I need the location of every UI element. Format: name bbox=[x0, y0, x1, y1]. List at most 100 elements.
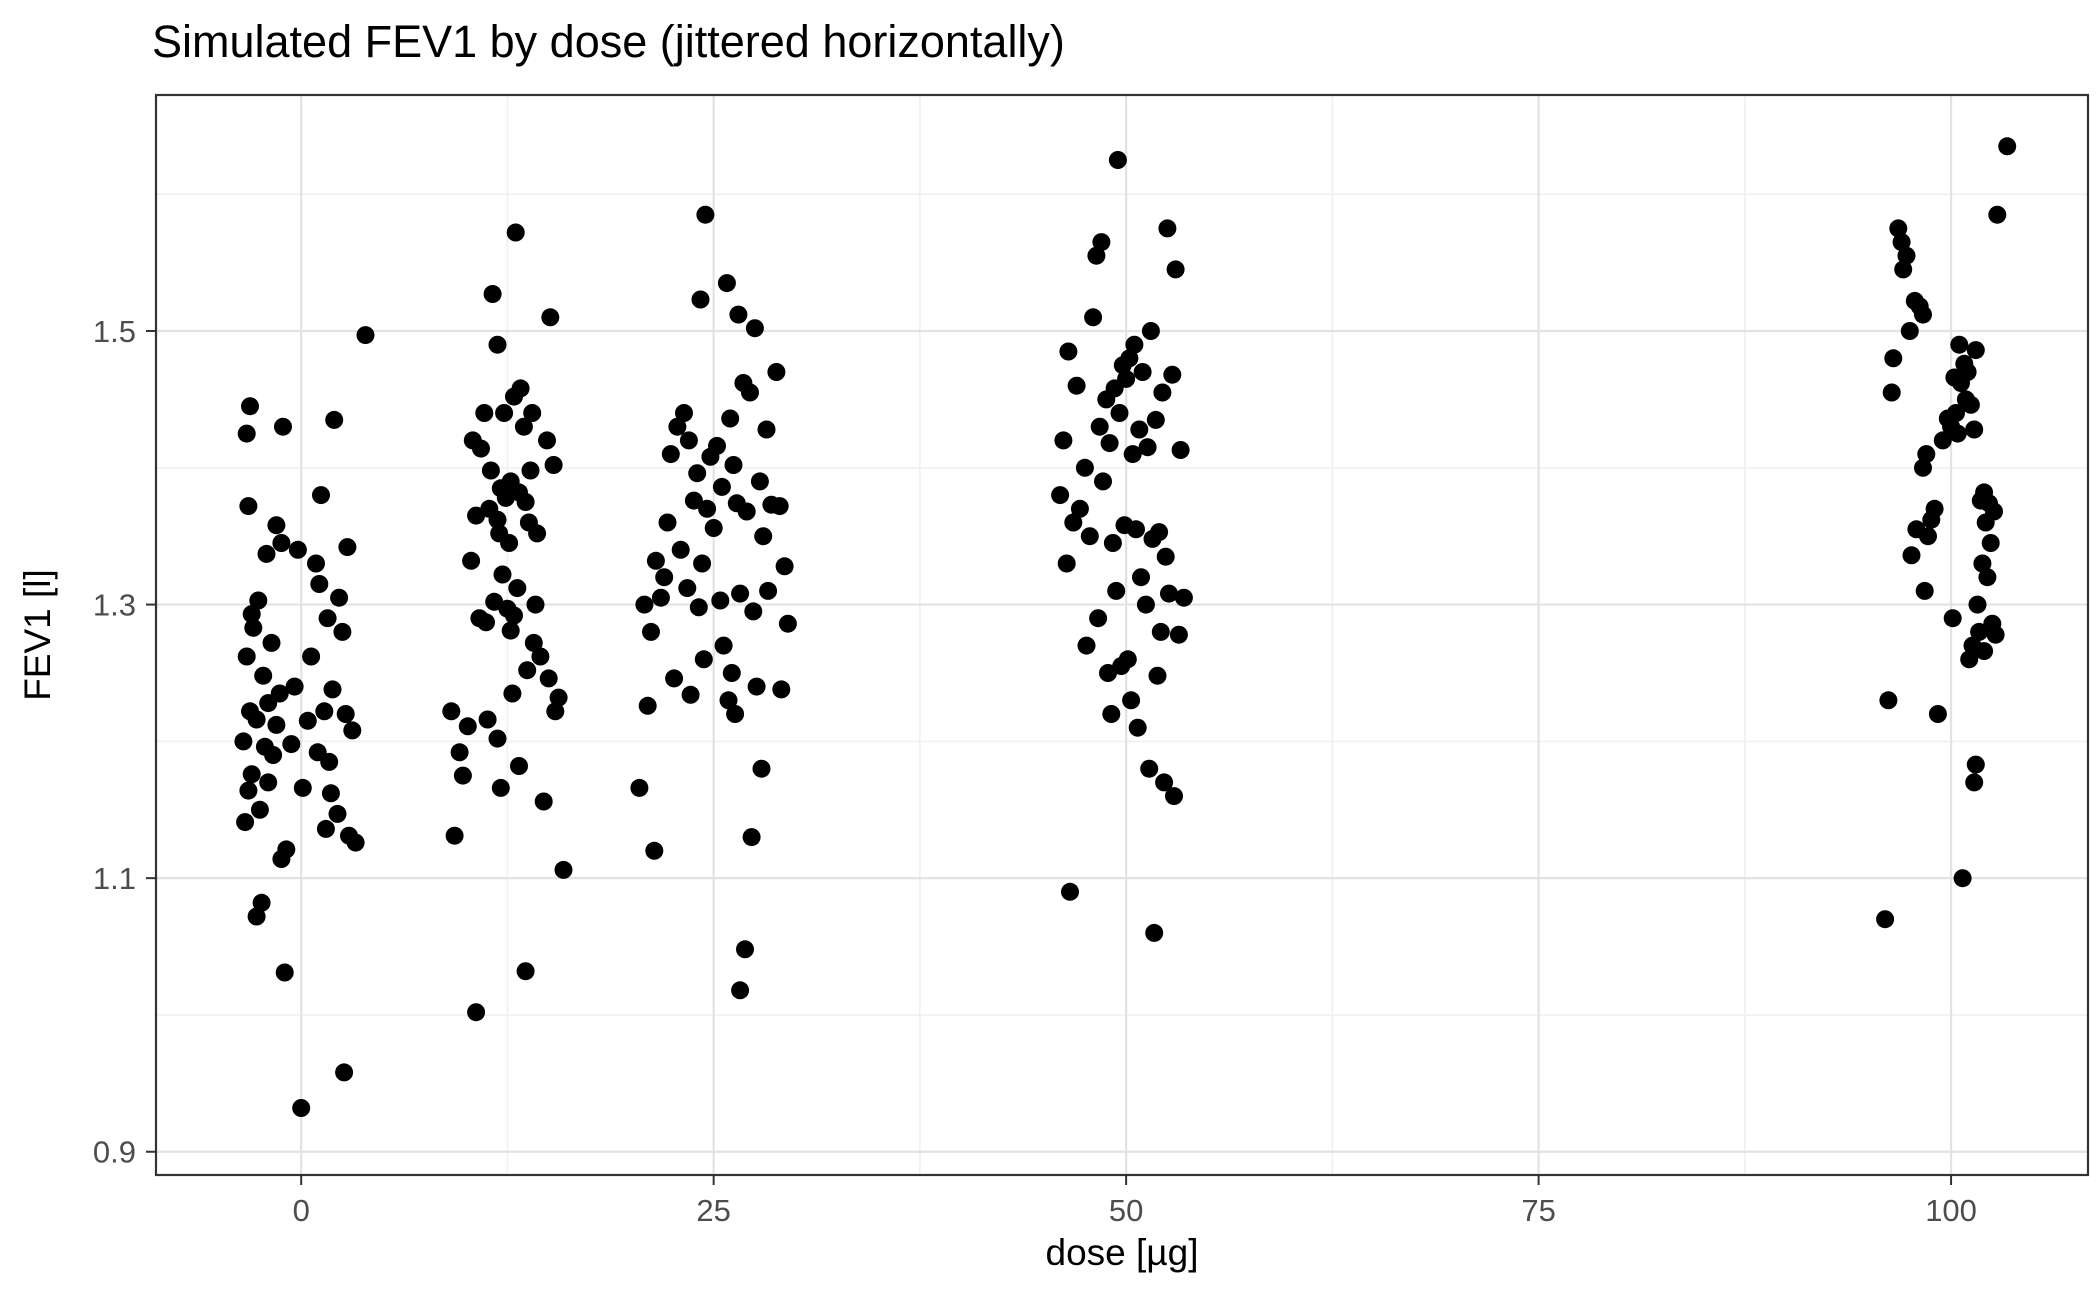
data-point bbox=[646, 551, 665, 570]
data-point bbox=[719, 691, 738, 710]
data-point bbox=[493, 565, 512, 584]
data-point bbox=[658, 513, 677, 532]
data-point bbox=[1917, 445, 1936, 464]
data-point bbox=[442, 702, 461, 721]
data-point bbox=[1100, 434, 1119, 453]
data-point bbox=[726, 705, 745, 723]
data-point bbox=[510, 757, 528, 775]
data-point bbox=[1138, 438, 1157, 457]
data-point bbox=[1102, 705, 1121, 723]
data-point bbox=[721, 409, 740, 428]
data-point bbox=[467, 1003, 486, 1022]
data-point bbox=[1879, 691, 1898, 710]
data-point bbox=[267, 516, 286, 535]
data-point bbox=[678, 579, 697, 598]
x-tick-label: 100 bbox=[1925, 1193, 1977, 1228]
data-point bbox=[1952, 374, 1970, 392]
data-point bbox=[1113, 356, 1132, 375]
data-point bbox=[1922, 510, 1941, 529]
data-point bbox=[1966, 755, 1985, 774]
data-point bbox=[757, 420, 776, 439]
data-point bbox=[1900, 322, 1919, 340]
data-point bbox=[1155, 773, 1174, 792]
data-point bbox=[1165, 787, 1183, 806]
data-point bbox=[298, 711, 317, 730]
data-point bbox=[549, 688, 568, 707]
data-point bbox=[554, 860, 573, 879]
data-point bbox=[767, 363, 786, 381]
data-point bbox=[272, 850, 291, 868]
data-point bbox=[307, 554, 325, 573]
data-point bbox=[236, 813, 255, 832]
x-tick-label: 75 bbox=[1521, 1193, 1555, 1228]
data-point bbox=[234, 732, 253, 751]
data-point bbox=[501, 621, 520, 640]
data-point bbox=[1894, 260, 1913, 279]
data-point bbox=[1141, 322, 1160, 340]
data-point bbox=[508, 579, 527, 598]
data-point bbox=[500, 534, 519, 552]
data-point bbox=[275, 963, 294, 982]
data-point bbox=[1151, 622, 1170, 641]
data-point bbox=[679, 431, 698, 450]
data-point bbox=[1978, 568, 1997, 587]
data-point bbox=[453, 766, 472, 785]
data-point bbox=[330, 588, 349, 607]
data-point bbox=[722, 664, 741, 682]
data-point bbox=[1107, 581, 1126, 600]
data-point bbox=[1943, 609, 1962, 628]
data-point bbox=[635, 595, 654, 614]
data-point bbox=[516, 493, 535, 511]
data-point bbox=[310, 575, 329, 593]
y-tick-label: 1.5 bbox=[93, 314, 136, 349]
data-point bbox=[1136, 595, 1155, 614]
data-point bbox=[731, 584, 750, 603]
data-point bbox=[1103, 534, 1122, 552]
data-point bbox=[645, 841, 664, 860]
data-point bbox=[285, 677, 304, 696]
data-point bbox=[1130, 420, 1149, 439]
data-point bbox=[712, 477, 731, 496]
data-point bbox=[1123, 445, 1142, 464]
data-point bbox=[1145, 923, 1164, 942]
data-point bbox=[524, 633, 543, 652]
data-point bbox=[244, 618, 263, 637]
data-point bbox=[488, 729, 507, 748]
data-point bbox=[711, 591, 730, 610]
data-point bbox=[1087, 246, 1106, 265]
data-point bbox=[1965, 773, 1984, 792]
data-point bbox=[681, 685, 700, 704]
data-point bbox=[1067, 376, 1086, 395]
data-point bbox=[1090, 417, 1109, 436]
data-point bbox=[257, 544, 276, 563]
data-point bbox=[693, 554, 712, 573]
data-point bbox=[1171, 441, 1190, 459]
data-point bbox=[496, 488, 515, 507]
data-point bbox=[1054, 431, 1073, 450]
data-point bbox=[241, 397, 259, 416]
data-point bbox=[701, 447, 720, 466]
data-point bbox=[691, 290, 710, 309]
data-point bbox=[714, 636, 733, 655]
y-tick-label: 1.3 bbox=[93, 588, 136, 623]
data-point bbox=[688, 464, 707, 483]
data-point bbox=[1153, 383, 1172, 402]
data-point bbox=[356, 326, 375, 345]
data-point bbox=[717, 274, 736, 293]
data-point bbox=[1125, 335, 1144, 354]
data-point bbox=[346, 833, 365, 852]
data-point bbox=[242, 605, 261, 624]
data-point bbox=[1933, 431, 1952, 450]
data-point bbox=[1975, 642, 1994, 661]
data-point bbox=[1156, 547, 1175, 566]
data-point bbox=[1174, 588, 1193, 607]
data-point bbox=[745, 319, 764, 338]
data-point bbox=[477, 613, 495, 632]
data-point bbox=[1089, 609, 1108, 628]
data-point bbox=[239, 497, 258, 516]
data-point bbox=[750, 472, 769, 491]
data-point bbox=[518, 661, 537, 680]
data-point bbox=[249, 591, 268, 610]
data-point bbox=[731, 981, 750, 1000]
data-point bbox=[1110, 404, 1129, 422]
